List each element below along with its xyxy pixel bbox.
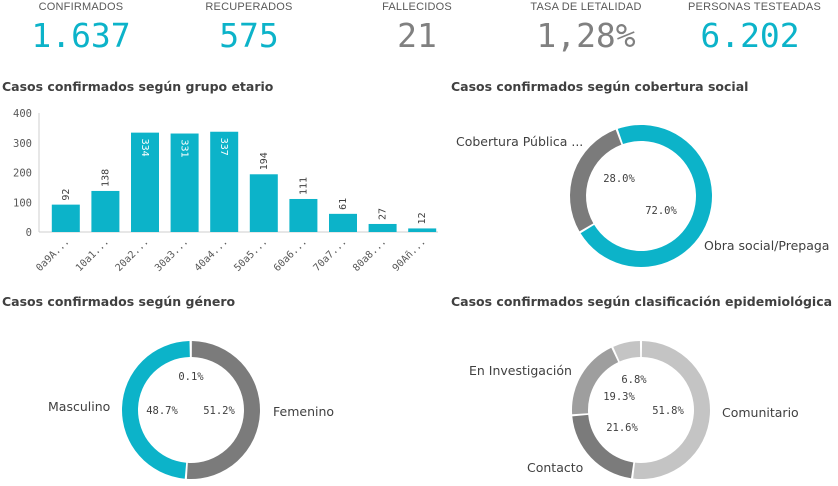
x-category-label: 0a9A... [34, 236, 72, 274]
donut-percent-label: 6.8% [621, 374, 647, 386]
gender-donut-chart[interactable]: 51.2% 48.7% 0.1% Femenino Masculino [0, 315, 440, 486]
y-tick-label: 0 [26, 227, 32, 239]
bar[interactable] [170, 133, 199, 232]
donut-percent-label: 19.3% [603, 391, 635, 403]
gender-chart-title: Casos confirmados según género [2, 294, 236, 309]
donut-percent-label: 51.8% [652, 405, 684, 417]
x-category-label: 20a2... [114, 236, 152, 274]
coverage-donut-chart[interactable]: 72.0% 28.0% Obra social/Prepaga Cobertura P… [440, 100, 838, 275]
donut-slice[interactable] [572, 347, 619, 415]
legend-label-obra-social: Obra social/Prepaga [704, 238, 829, 253]
bar[interactable] [329, 213, 357, 232]
bar[interactable] [131, 132, 159, 232]
age-chart-title: Casos confirmados según grupo etario [2, 79, 274, 94]
kpi-recuperados[interactable]: RECUPERADOS 575 [196, 0, 302, 58]
x-category-label: 30a3... [153, 236, 191, 274]
bar-data-label: 331 [179, 140, 190, 158]
kpi-personas-testeadas[interactable]: PERSONAS TESTEADAS 6.202 [688, 0, 821, 58]
donut-percent-label: 0.1% [178, 371, 204, 383]
x-category-label: 40a4... [193, 236, 231, 274]
kpi-value: 1,28% [536, 16, 636, 55]
donut-slice[interactable] [186, 341, 260, 479]
kpi-value: 1.637 [31, 16, 131, 55]
donut-percent-label: 21.6% [606, 422, 638, 434]
legend-label-femenino: Femenino [273, 404, 334, 419]
x-category-label: 90Añ... [391, 236, 429, 274]
kpi-fallecidos[interactable]: FALLECIDOS 21 [364, 0, 470, 58]
x-category-label: 10a1... [74, 236, 112, 274]
bar-data-label: 337 [218, 138, 229, 156]
donut-slice[interactable] [613, 341, 641, 362]
donut-slice[interactable] [121, 341, 190, 479]
donut-slice[interactable] [572, 414, 634, 479]
bar[interactable] [91, 190, 120, 232]
legend-label-contacto: Contacto [527, 460, 583, 475]
kpi-label: RECUPERADOS [205, 1, 293, 13]
donut-slice[interactable] [191, 341, 193, 358]
bar-data-label: 61 [338, 198, 349, 210]
kpi-label: CONFIRMADOS [38, 1, 124, 13]
kpi-value: 6.202 [700, 16, 800, 55]
donut-percent-label: 48.7% [146, 405, 178, 417]
donut-slice[interactable] [570, 129, 622, 232]
y-tick-label: 400 [13, 108, 32, 120]
bar[interactable] [210, 131, 239, 232]
x-category-label: 50a5... [232, 236, 270, 274]
donut-percent-label: 72.0% [645, 205, 677, 217]
legend-label-masculino: Masculino [48, 399, 110, 414]
donut-percent-label: 51.2% [203, 405, 235, 417]
epi-chart-title: Casos confirmados según clasificación ep… [451, 294, 833, 309]
bar-data-label: 194 [259, 152, 270, 170]
epi-donut-chart[interactable]: 51.8% 21.6% 19.3% 6.8% Comunitario Contacto En… [440, 315, 838, 486]
donut-percent-label: 28.0% [603, 173, 635, 185]
kpi-value: 575 [219, 16, 279, 55]
age-group-bar-chart[interactable]: 400 300 200 100 0 92 0a9A... 138 10a1... 334 20a2.… [0, 100, 445, 280]
bar[interactable] [289, 198, 318, 232]
kpi-label: FALLECIDOS [382, 1, 452, 13]
x-category-label: 80a8... [351, 236, 389, 274]
bar-data-label: 92 [61, 189, 72, 201]
kpi-label: TASA DE LETALIDAD [530, 1, 642, 13]
legend-label-comunitario: Comunitario [722, 405, 799, 420]
x-category-label: 70a7... [312, 236, 350, 274]
bar[interactable] [249, 174, 278, 232]
bar-data-label: 12 [417, 212, 428, 224]
bar[interactable] [51, 204, 80, 232]
y-tick-label: 100 [13, 197, 32, 209]
kpi-value: 21 [397, 16, 437, 55]
bar-data-label: 27 [378, 208, 389, 220]
donut-slice[interactable] [633, 341, 710, 479]
legend-label-cobertura-publica: Cobertura Pública ... [456, 134, 583, 149]
x-category-label: 60a6... [272, 236, 310, 274]
bar[interactable] [368, 223, 397, 232]
bar-data-label: 111 [298, 177, 309, 195]
y-tick-label: 300 [13, 138, 32, 150]
legend-label-en-investigacion: En Investigación [469, 363, 572, 378]
kpi-label: PERSONAS TESTEADAS [688, 1, 821, 13]
kpi-confirmados[interactable]: CONFIRMADOS 1.637 [28, 0, 134, 58]
kpi-tasa-letalidad[interactable]: TASA DE LETALIDAD 1,28% [528, 0, 644, 58]
coverage-chart-title: Casos confirmados según cobertura social [451, 79, 749, 94]
y-tick-label: 200 [13, 168, 32, 180]
bar-data-label: 334 [139, 139, 150, 157]
bar-data-label: 138 [100, 169, 111, 187]
bar[interactable] [408, 228, 437, 232]
